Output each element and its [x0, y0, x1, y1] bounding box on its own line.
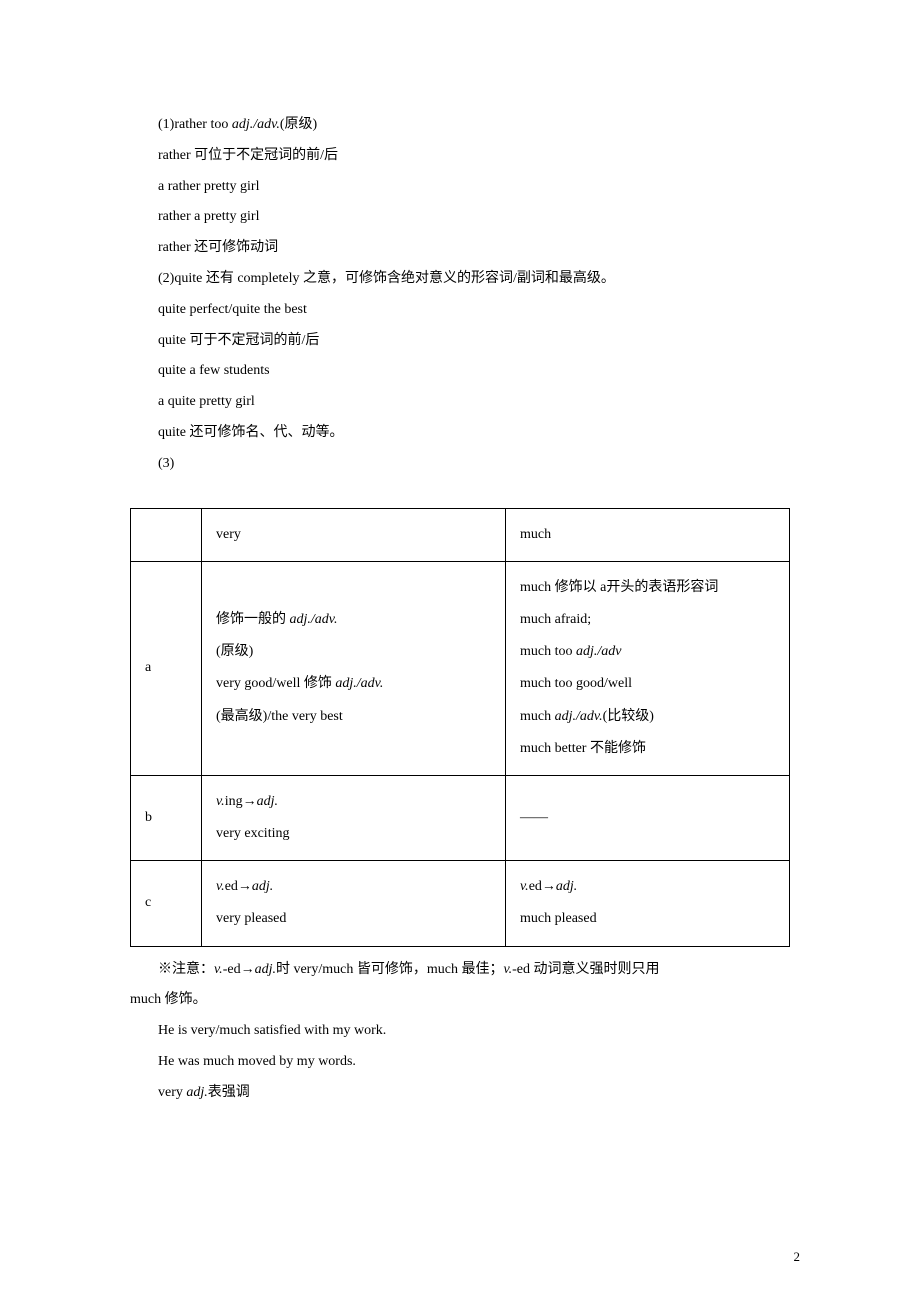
body-line: a rather pretty girl — [130, 172, 790, 203]
table-row: b v.ing→adj. very exciting —— — [131, 775, 790, 860]
cell-much: much 修饰以 a开头的表语形容词 much afraid; much too… — [506, 561, 790, 775]
table-row: c v.ed→adj. very pleased v.ed→adj. much … — [131, 861, 790, 946]
row-label: a — [131, 561, 202, 775]
table-row: a 修饰一般的 adj./adv. (原级) very good/well 修饰… — [131, 561, 790, 775]
table-header-row: very much — [131, 508, 790, 561]
note-line: He was much moved by my words. — [130, 1047, 790, 1078]
table-header-much: much — [506, 508, 790, 561]
table-header-very: very — [202, 508, 506, 561]
body-line: (1)rather too adj./adv.(原级) — [130, 110, 790, 141]
document-page: (1)rather too adj./adv.(原级) rather 可位于不定… — [0, 0, 920, 1302]
page-number: 2 — [794, 1243, 801, 1272]
row-label: b — [131, 775, 202, 860]
note-line: ※注意：v.-ed→adj.时 very/much 皆可修饰，much 最佳；v… — [130, 955, 790, 986]
body-line: rather 可位于不定冠词的前/后 — [130, 141, 790, 172]
body-line: quite a few students — [130, 356, 790, 387]
body-line: quite 可于不定冠词的前/后 — [130, 326, 790, 357]
row-label: c — [131, 861, 202, 946]
note-line: very adj.表强调 — [130, 1078, 790, 1109]
cell-very: 修饰一般的 adj./adv. (原级) very good/well 修饰 a… — [202, 561, 506, 775]
grammar-table: very much a 修饰一般的 adj./adv. (原级) very go… — [130, 508, 790, 947]
cell-very: v.ing→adj. very exciting — [202, 775, 506, 860]
body-line: (3) — [130, 449, 790, 480]
body-line: rather 还可修饰动词 — [130, 233, 790, 264]
body-line: quite perfect/quite the best — [130, 295, 790, 326]
body-line: quite 还可修饰名、代、动等。 — [130, 418, 790, 449]
body-line: rather a pretty girl — [130, 202, 790, 233]
body-line: a quite pretty girl — [130, 387, 790, 418]
table-header-blank — [131, 508, 202, 561]
cell-very: v.ed→adj. very pleased — [202, 861, 506, 946]
body-line: (2)quite 还有 completely 之意，可修饰含绝对意义的形容词/副… — [130, 264, 790, 295]
cell-much: —— — [506, 775, 790, 860]
note-line: much 修饰。 — [130, 985, 790, 1016]
cell-much: v.ed→adj. much pleased — [506, 861, 790, 946]
note-line: He is very/much satisfied with my work. — [130, 1016, 790, 1047]
